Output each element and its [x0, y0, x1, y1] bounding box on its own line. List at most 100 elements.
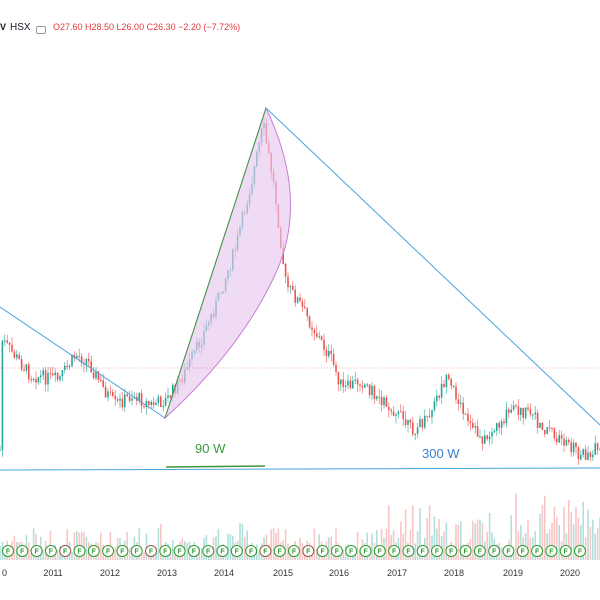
badge-circle: [102, 545, 115, 557]
badge-circle: [59, 545, 72, 557]
event-badge[interactable]: F: [259, 545, 272, 557]
candle-body: [71, 354, 73, 367]
volume-bar: [426, 518, 428, 560]
event-badge[interactable]: F: [44, 545, 57, 557]
badge-circle: [531, 545, 544, 557]
event-badge[interactable]: F: [531, 545, 544, 557]
event-badge[interactable]: F: [502, 545, 515, 557]
event-badge[interactable]: F: [574, 545, 586, 557]
candle-body: [582, 449, 584, 455]
arc-drawing[interactable]: [163, 106, 291, 420]
badge-label: F: [77, 549, 82, 556]
event-badge[interactable]: F: [373, 545, 386, 557]
volume-bar: [582, 501, 584, 560]
event-badge[interactable]: F: [445, 545, 458, 557]
volume-bar: [258, 552, 260, 560]
volume-bar: [544, 495, 546, 560]
event-badge[interactable]: F: [202, 545, 215, 557]
candle-body: [596, 443, 599, 450]
annotation-90w[interactable]: 90 W: [195, 441, 226, 456]
event-badge[interactable]: F: [187, 545, 200, 557]
volume-bar: [572, 524, 575, 560]
trendline-left-down[interactable]: [0, 306, 166, 419]
event-badge[interactable]: F: [359, 545, 372, 557]
exchange-label[interactable]: HSX: [10, 22, 31, 33]
event-badge[interactable]: F: [545, 545, 558, 557]
collapse-icon[interactable]: [36, 26, 46, 34]
event-badge[interactable]: F: [345, 545, 358, 557]
candle-body: [424, 415, 426, 428]
event-badge[interactable]: F: [87, 545, 100, 557]
event-badge[interactable]: F: [459, 545, 472, 557]
event-badge[interactable]: F: [516, 545, 529, 557]
event-badge[interactable]: F: [130, 545, 143, 557]
event-badge[interactable]: F: [230, 545, 243, 557]
candle-body: [536, 412, 539, 428]
event-badge[interactable]: F: [245, 545, 258, 557]
candle-body: [584, 449, 587, 460]
x-axis-label: 2016: [329, 568, 349, 578]
volume-bar: [241, 524, 244, 560]
event-badge[interactable]: F: [173, 545, 186, 557]
candle-body: [6, 340, 8, 343]
event-badge[interactable]: F: [416, 545, 429, 557]
event-badge[interactable]: F: [116, 545, 129, 557]
candle-body: [56, 372, 59, 380]
event-badge[interactable]: F: [488, 545, 501, 557]
event-badge[interactable]: F: [102, 545, 115, 557]
volume-bar: [140, 550, 143, 560]
event-badge[interactable]: F: [431, 545, 443, 557]
volume-bar: [596, 527, 599, 560]
volume-bar: [503, 552, 505, 560]
badge-label: F: [392, 549, 397, 556]
event-badge[interactable]: F: [159, 545, 172, 557]
volume-bar: [174, 552, 176, 560]
candle-body: [407, 419, 409, 426]
candle-body: [318, 336, 320, 338]
event-badge[interactable]: F: [473, 545, 486, 557]
event-badge[interactable]: F: [316, 545, 329, 557]
candle-body: [80, 356, 83, 363]
candle-body: [44, 370, 47, 385]
event-badge[interactable]: F: [330, 545, 343, 557]
event-badge[interactable]: F: [216, 545, 229, 557]
badge-circle: [16, 545, 29, 557]
candle-body: [124, 394, 126, 408]
volume-bar: [217, 528, 220, 560]
event-badge[interactable]: F: [273, 545, 286, 557]
green-segment[interactable]: [165, 465, 266, 468]
event-badge[interactable]: F: [288, 545, 300, 557]
volume-bar: [584, 537, 587, 560]
candle-body: [397, 411, 400, 415]
baseline-horizontal[interactable]: [0, 467, 600, 471]
candle-body: [376, 396, 378, 399]
candle-body: [577, 447, 580, 460]
candle-body: [340, 379, 342, 385]
candle-body: [164, 397, 167, 406]
event-badge[interactable]: F: [302, 545, 315, 557]
badge-circle: [145, 545, 157, 557]
volume-bar: [157, 528, 160, 560]
candle-body: [325, 349, 328, 357]
annotation-300w[interactable]: 300 W: [422, 446, 460, 461]
event-badge[interactable]: F: [388, 545, 401, 557]
event-badge[interactable]: F: [59, 545, 72, 557]
candle-body: [390, 409, 392, 412]
event-badge[interactable]: F: [2, 545, 14, 557]
badge-circle: [245, 545, 258, 557]
event-badge[interactable]: F: [145, 545, 157, 557]
event-badge[interactable]: F: [559, 545, 572, 557]
volume-bar: [215, 536, 217, 560]
trendline-green-up[interactable]: [164, 107, 267, 419]
event-badge[interactable]: F: [402, 545, 415, 557]
event-badge[interactable]: F: [73, 545, 86, 557]
candle-body: [565, 439, 568, 446]
volume-bar: [73, 532, 76, 560]
volume-bar: [527, 520, 529, 560]
event-badge[interactable]: F: [16, 545, 29, 557]
trendline-main-down[interactable]: [265, 107, 600, 426]
candle-body: [395, 414, 397, 416]
candle-body: [131, 398, 133, 401]
event-badge[interactable]: F: [30, 545, 43, 557]
